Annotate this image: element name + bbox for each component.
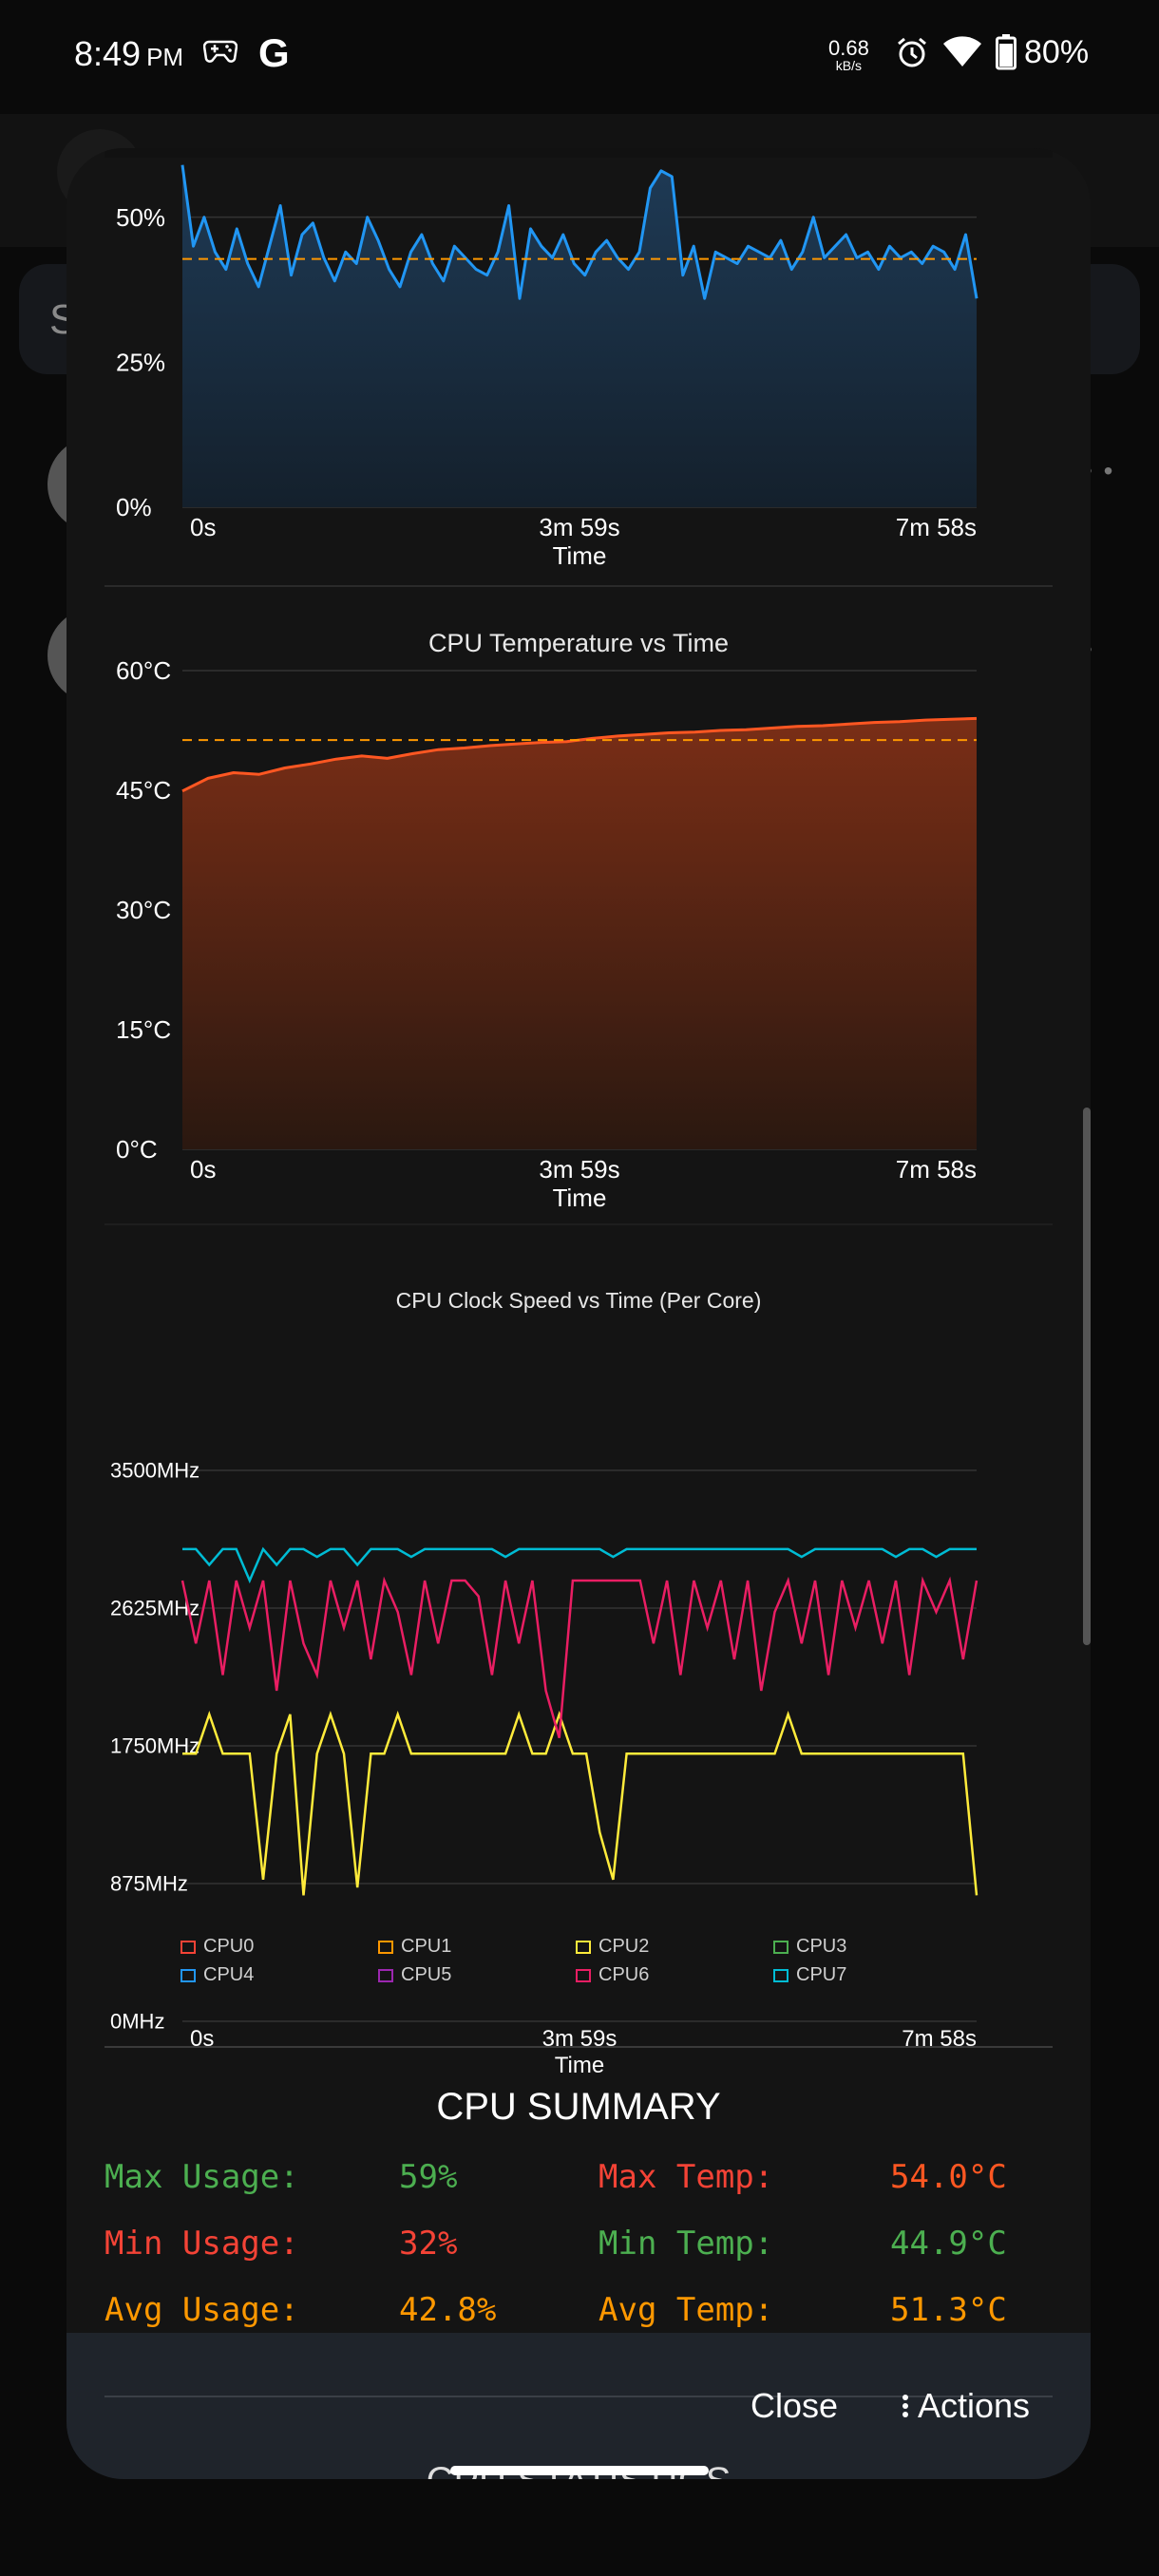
legend-item-cpu7: CPU7	[773, 1964, 846, 1986]
cpu-stats-dialog: 0% 25% 50% 0s 3m 59s 7m 58s Time CPU Temperatu…	[66, 148, 1091, 2479]
min-usage-label: Min Usage:	[104, 2225, 299, 2263]
legend-item-cpu1: CPU1	[378, 1936, 451, 1958]
series-line-cpu7	[182, 1546, 977, 1584]
x-tick-label: 7m 58s	[896, 513, 977, 541]
y-tick-label: 45°C	[116, 776, 171, 805]
legend-swatch	[378, 1940, 393, 1954]
more-vert-icon	[902, 2395, 908, 2417]
y-tick-label: 0MHz	[110, 2010, 164, 2034]
legend-swatch	[180, 1968, 196, 1982]
legend-label: CPU2	[598, 1936, 650, 1957]
min-temp-label: Min Temp:	[598, 2225, 774, 2263]
y-tick-label: 25%	[116, 348, 165, 376]
x-tick-label: 7m 58s	[896, 1155, 977, 1184]
avg-usage-value: 42.8%	[399, 2291, 497, 2329]
google-icon: G	[258, 30, 290, 75]
avg-temp-label: Avg Temp:	[598, 2291, 774, 2329]
legend-label: CPU1	[401, 1936, 452, 1957]
x-tick-label: 3m 59s	[539, 1155, 619, 1184]
section-divider	[104, 2046, 1053, 2048]
x-tick-label: 0s	[190, 513, 216, 541]
legend-label: CPU0	[203, 1936, 255, 1957]
action-bar-divider	[104, 2396, 1053, 2397]
clock: 8:49 PM	[74, 34, 184, 73]
legend-item-cpu2: CPU2	[576, 1936, 649, 1958]
series-line-cpu2	[182, 1711, 978, 1896]
clock-chart-title: CPU Clock Speed vs Time (Per Core)	[395, 1288, 762, 1313]
battery-icon	[996, 34, 1016, 70]
y-tick-label: 0%	[116, 493, 152, 521]
legend-item-cpu6: CPU6	[576, 1964, 649, 1986]
legend-item-cpu0: CPU0	[180, 1936, 254, 1958]
area-fill	[182, 718, 977, 1149]
wifi-icon	[943, 36, 981, 66]
cpu-usage-chart: 0% 25% 50% 0s 3m 59s 7m 58s Time	[104, 148, 1053, 570]
legend-label: CPU5	[401, 1964, 452, 1985]
game-controller-icon	[203, 40, 238, 63]
battery-percent: 80%	[1024, 34, 1090, 70]
min-usage-value: 32%	[399, 2225, 458, 2263]
legend-item-cpu3: CPU3	[773, 1936, 846, 1958]
series-line-cpu6	[180, 1576, 978, 1739]
temp-chart-title: CPU Temperature vs Time	[428, 629, 730, 657]
legend-label: CPU6	[598, 1964, 650, 1985]
y-tick-label: 30°C	[116, 896, 171, 924]
max-usage-value: 59%	[399, 2158, 458, 2196]
status-bar: 8:49 PM G 0.68 kB/s 80%	[0, 0, 1159, 114]
clock-chart-legend: CPU0 CPU1 CPU2 CPU3 CPU4 CPU5 CPU6 CPU7	[180, 1936, 1036, 2002]
chart-divider	[104, 1223, 1053, 1225]
network-speed: 0.68 kB/s	[828, 36, 869, 73]
legend-swatch	[773, 1968, 788, 1982]
actions-button[interactable]: Actions	[901, 2386, 1030, 2426]
x-tick-label: 0s	[190, 1155, 216, 1184]
close-button[interactable]: Close	[750, 2386, 839, 2425]
area-fill	[182, 164, 977, 507]
legend-swatch	[576, 1968, 591, 1982]
y-tick-label: 50%	[116, 203, 165, 232]
y-tick-label: 3500MHz	[110, 1459, 200, 1483]
legend-item-cpu4: CPU4	[180, 1964, 254, 1986]
legend-swatch	[378, 1968, 393, 1982]
y-tick-label: 875MHz	[110, 1872, 188, 1896]
max-temp-value: 54.0°C	[890, 2158, 1007, 2196]
dialog-action-bar	[66, 2333, 1091, 2479]
legend-swatch	[180, 1940, 196, 1954]
x-axis-label: Time	[553, 541, 607, 570]
series-line	[180, 164, 978, 300]
y-tick-label: 2625MHz	[110, 1597, 200, 1620]
gesture-nav-handle[interactable]	[450, 2466, 709, 2475]
cpu-temperature-chart: 0°C 15°C 30°C 45°C 60°C 0s 3m 59s 7m 58s Time	[116, 656, 978, 1212]
y-tick-label: 15°C	[116, 1015, 171, 1044]
min-temp-value: 44.9°C	[890, 2225, 1007, 2263]
legend-item-cpu5: CPU5	[378, 1964, 451, 1986]
legend-label: CPU3	[796, 1936, 847, 1957]
x-tick-label: 3m 59s	[539, 513, 619, 541]
max-temp-label: Max Temp:	[598, 2158, 774, 2196]
cpu-summary-title: CPU SUMMARY	[436, 2086, 721, 2128]
x-axis-label: Time	[553, 1184, 607, 1212]
y-tick-label: 60°C	[116, 656, 171, 685]
avg-usage-label: Avg Usage:	[104, 2291, 299, 2329]
dialog-scrollbar[interactable]	[1083, 1108, 1091, 1645]
actions-label: Actions	[918, 2386, 1031, 2425]
max-usage-label: Max Usage:	[104, 2158, 299, 2196]
legend-label: CPU7	[796, 1964, 847, 1985]
y-tick-label: 0°C	[116, 1135, 158, 1164]
legend-swatch	[576, 1940, 591, 1954]
chart-divider	[104, 585, 1053, 587]
x-axis-label: Time	[555, 2053, 604, 2078]
legend-swatch	[773, 1940, 788, 1954]
avg-temp-value: 51.3°C	[890, 2291, 1007, 2329]
alarm-icon	[898, 37, 926, 67]
legend-label: CPU4	[203, 1964, 255, 1985]
